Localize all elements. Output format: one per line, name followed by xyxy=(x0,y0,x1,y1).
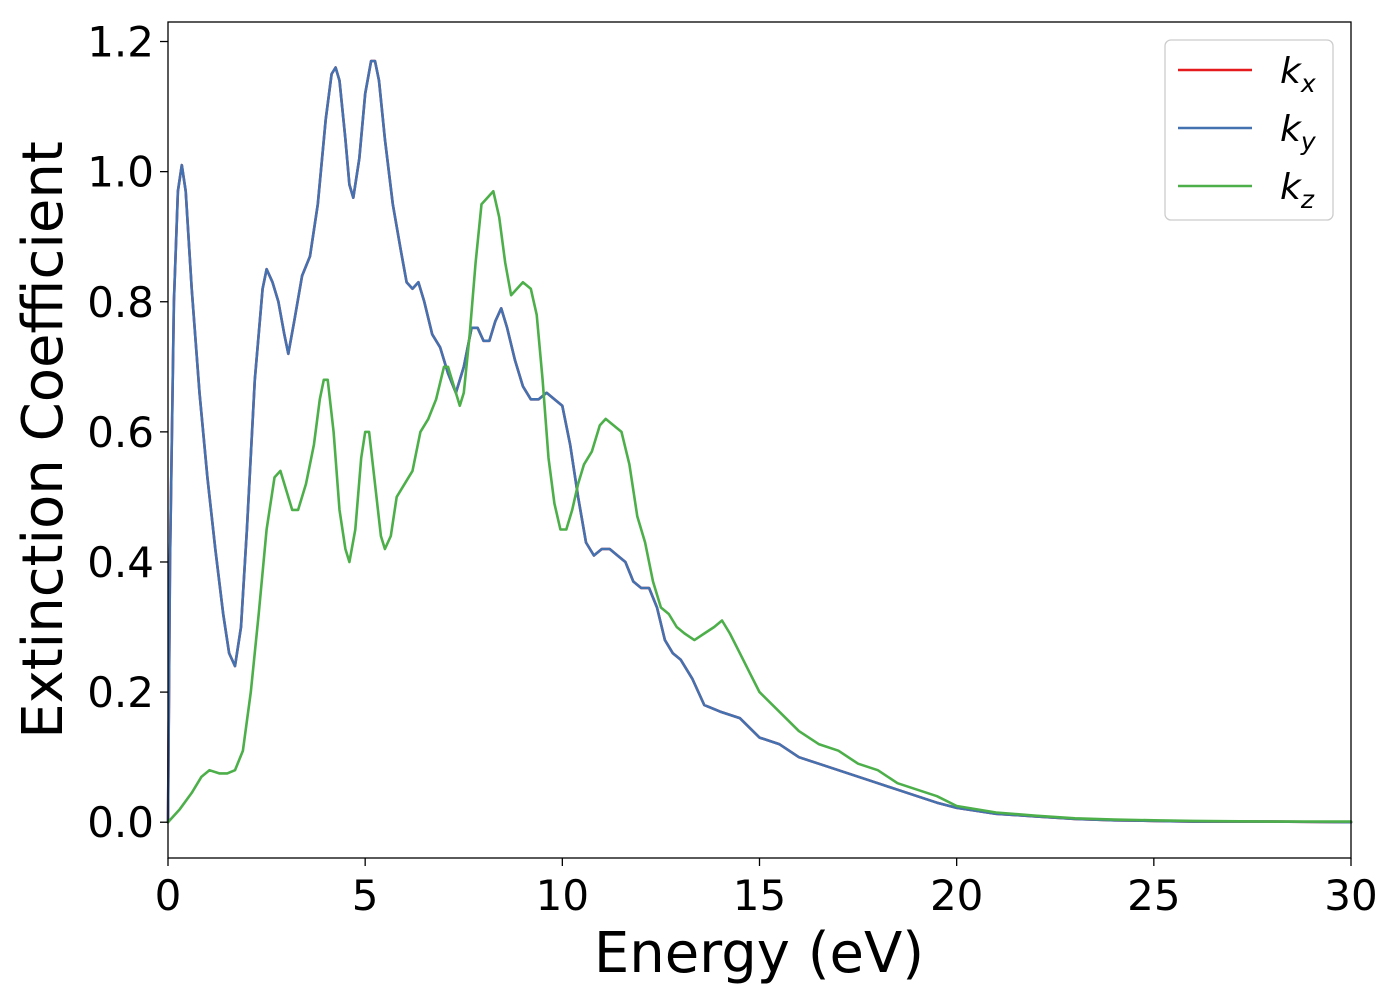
y-tick-label: 0.2 xyxy=(87,668,154,717)
x-tick-label: 20 xyxy=(930,871,983,920)
y-tick-label: 0.6 xyxy=(87,408,154,457)
y-tick-label: 0.0 xyxy=(87,798,154,847)
y-tick-label: 0.8 xyxy=(87,278,154,327)
x-tick-label: 10 xyxy=(536,871,589,920)
y-tick-label: 0.4 xyxy=(87,538,154,587)
x-tick-label: 15 xyxy=(733,871,786,920)
y-tick-label: 1.0 xyxy=(87,148,154,197)
x-tick-label: 25 xyxy=(1127,871,1180,920)
x-tick-label: 5 xyxy=(352,871,379,920)
x-axis-label: Energy (eV) xyxy=(594,921,924,986)
legend-box xyxy=(1164,39,1334,221)
series-line-ky xyxy=(166,59,1353,824)
x-axis-ticks: 0 5 10 15 20 25 30 xyxy=(155,858,1378,920)
y-tick-label: 1.2 xyxy=(87,18,154,67)
series-line-kz xyxy=(166,189,1353,824)
x-tick-label: 30 xyxy=(1324,871,1377,920)
series-layer xyxy=(166,59,1353,824)
x-tick-label: 0 xyxy=(155,871,182,920)
y-axis-ticks: 0.0 0.2 0.4 0.6 0.8 1.0 1.2 xyxy=(87,18,168,847)
y-axis-label: Extinction Coefficient xyxy=(11,141,76,739)
